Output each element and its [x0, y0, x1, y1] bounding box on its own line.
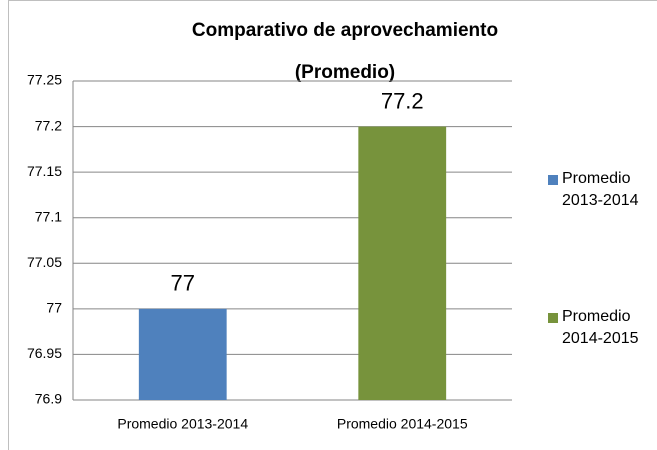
x-tick-label: Promedio 2013-2014	[117, 416, 248, 432]
chart-title: Comparativo de aprovechamiento	[192, 20, 498, 41]
legend-swatch	[548, 313, 558, 323]
data-label: 77	[171, 271, 195, 296]
chart-subtitle: (Promedio)	[295, 62, 395, 83]
y-tick-label: 77.2	[35, 117, 62, 133]
chart-frame	[8, 0, 657, 450]
bar	[138, 308, 227, 400]
y-tick-label: 77.1	[35, 208, 62, 224]
y-tick-label: 77.05	[27, 254, 62, 270]
legend-swatch	[548, 175, 558, 185]
bar	[358, 126, 447, 401]
y-tick-label: 76.95	[27, 345, 62, 361]
legend-label: Promedio 2014-2015	[562, 308, 639, 347]
x-tick-label: Promedio 2014-2015	[337, 416, 468, 432]
legend-label: Promedio 2013-2014	[562, 170, 639, 209]
y-tick-label: 77.15	[27, 163, 62, 179]
data-label: 77.2	[381, 88, 424, 113]
y-tick-label: 77.25	[27, 72, 62, 88]
y-tick-label: 77	[46, 300, 62, 316]
y-tick-label: 76.9	[35, 391, 62, 407]
